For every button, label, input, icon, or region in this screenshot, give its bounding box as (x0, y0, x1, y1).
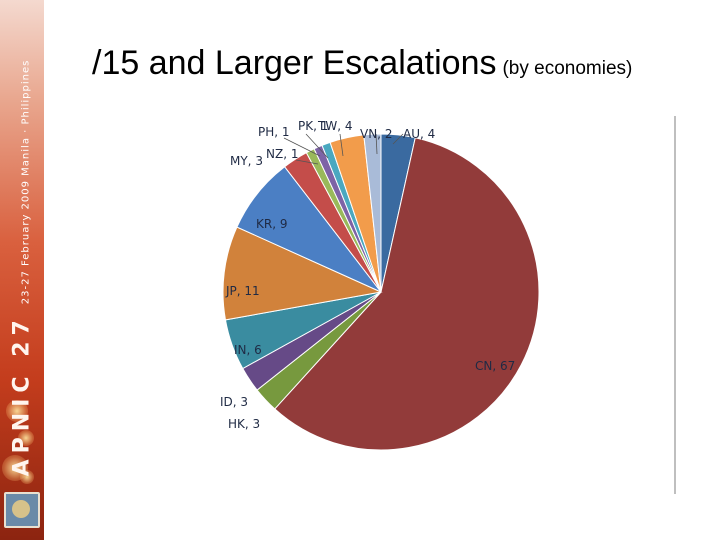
slice-label-tw: TW, 4 (317, 119, 352, 133)
conference-badge-icon (4, 492, 40, 528)
slice-label-vn: VN, 2 (360, 127, 392, 141)
slice-label-id: ID, 3 (220, 395, 248, 409)
pie-slice-cn (274, 137, 540, 451)
slice-label-nz: NZ, 1 (266, 147, 298, 161)
leader-line-tw (339, 133, 344, 157)
slide-title-suffix: (by economies) (502, 58, 633, 79)
pie-chart: AU, 4 CN, 67 HK, 3 ID, 3 IN, 6 JP, 11 KR, 9 MY,… (220, 119, 540, 451)
slice-label-my: MY, 3 (230, 154, 263, 168)
conference-sidebar: APNIC 27 23-27 February 2009 Manila · Phi… (0, 0, 44, 540)
leader-line-ph (283, 137, 321, 157)
slide-divider (674, 116, 676, 494)
conference-dates: 23-27 February 2009 Manila · Philippines (20, 59, 32, 305)
slice-label-pk: PK, 1 (298, 119, 328, 133)
slice-label-cn: CN, 67 (475, 359, 515, 373)
sidebar-text: APNIC 27 23-27 February 2009 Manila · Phi… (10, 60, 35, 477)
leader-line-au (392, 133, 404, 145)
slice-label-jp: JP, 11 (225, 284, 260, 298)
slice-label-in: IN, 6 (234, 343, 262, 357)
leader-line-nz (295, 159, 319, 165)
leader-line-pk (305, 133, 329, 159)
conference-logo-text: APNIC 27 (9, 314, 35, 477)
slide-title: /15 and Larger Escalations (by economies) (92, 44, 632, 83)
slice-label-kr: KR, 9 (256, 217, 287, 231)
pie-slice-vn (363, 133, 382, 293)
slice-label-hk: HK, 3 (228, 417, 260, 431)
slice-label-au: AU, 4 (403, 127, 435, 141)
slide-title-main: /15 and Larger Escalations (92, 44, 497, 82)
slice-label-ph: PH, 1 (258, 125, 290, 139)
leader-line-vn (375, 133, 378, 155)
pie-slice-jp (222, 226, 383, 321)
